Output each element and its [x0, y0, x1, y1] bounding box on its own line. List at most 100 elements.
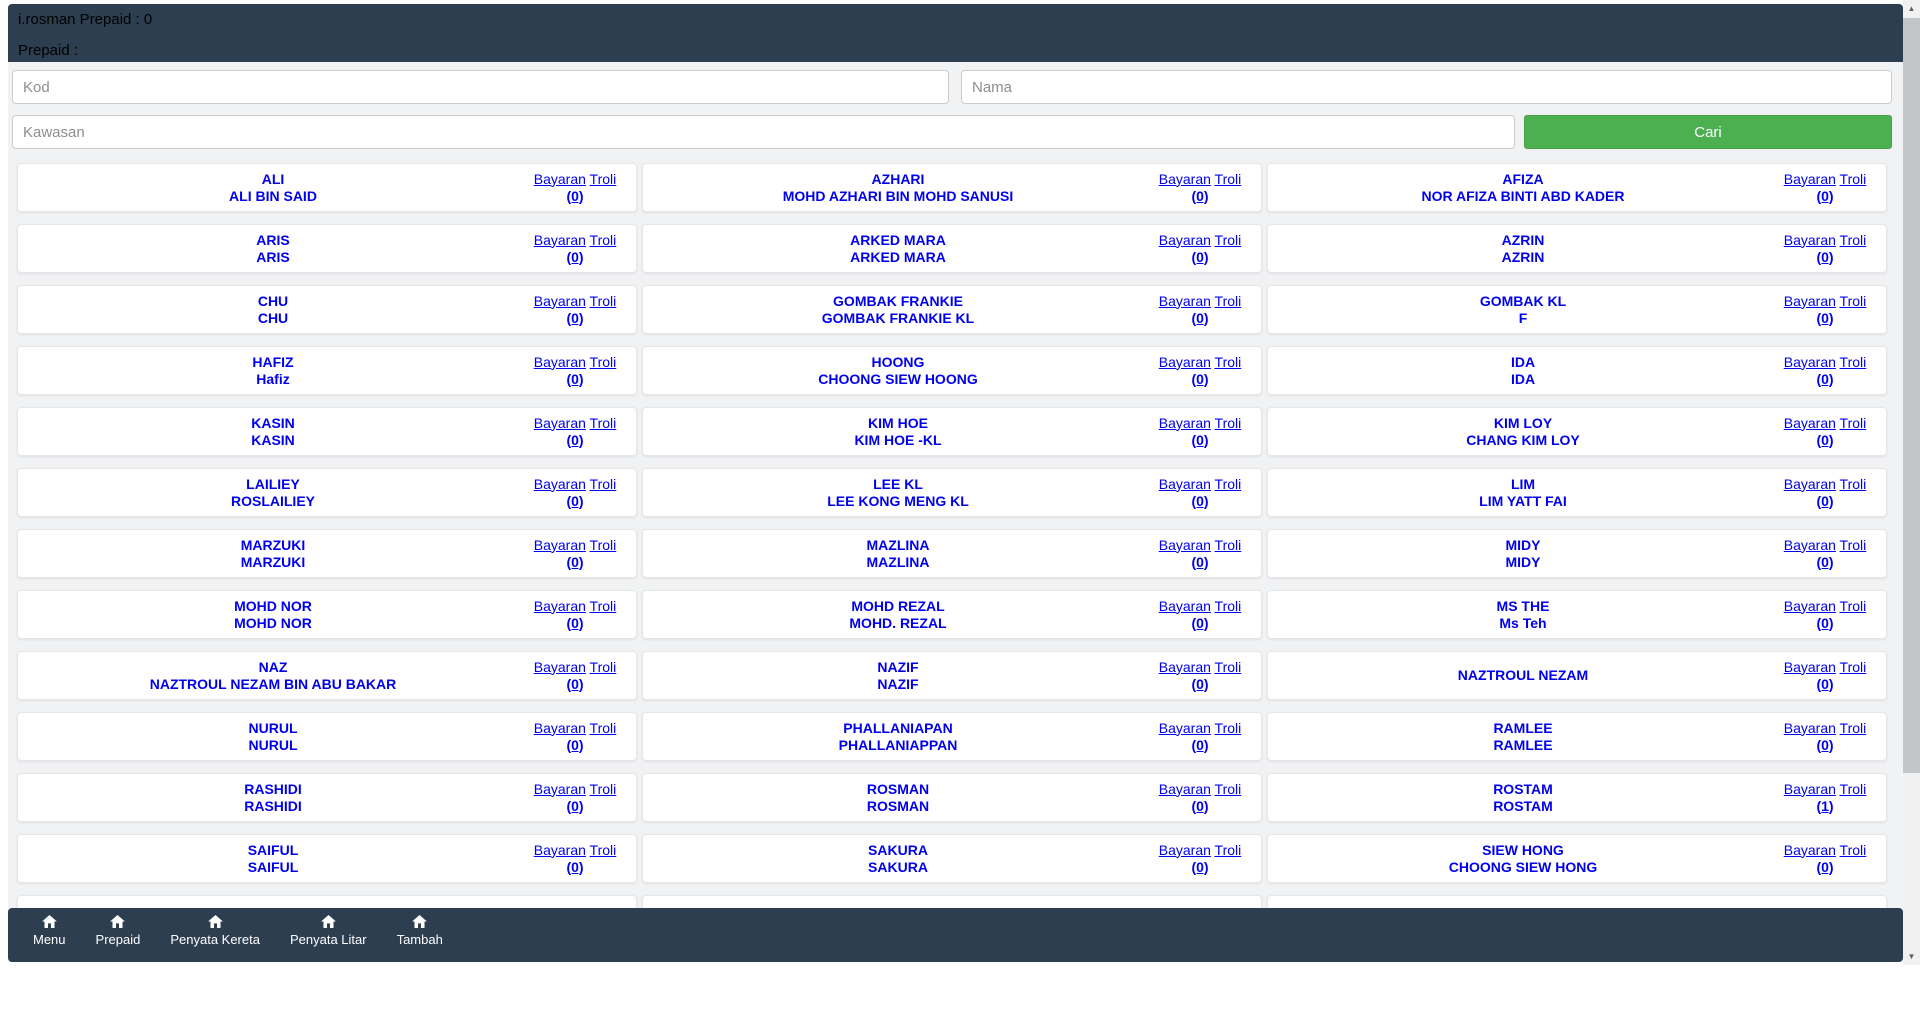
- troli-count-link[interactable]: (0): [566, 187, 584, 204]
- bayaran-link[interactable]: Bayaran: [533, 170, 586, 187]
- troli-link[interactable]: Troli: [1214, 780, 1242, 797]
- troli-link[interactable]: Troli: [1214, 719, 1242, 736]
- bayaran-link[interactable]: Bayaran: [533, 475, 586, 492]
- troli-count-link[interactable]: (0): [1816, 248, 1834, 265]
- troli-count-link[interactable]: (0): [1816, 187, 1834, 204]
- scroll-down-icon[interactable]: ▼: [1903, 948, 1920, 965]
- troli-link[interactable]: Troli: [1214, 841, 1242, 858]
- troli-link[interactable]: Troli: [1839, 414, 1867, 431]
- bayaran-link[interactable]: Bayaran: [533, 414, 586, 431]
- troli-count-link[interactable]: (0): [1816, 370, 1834, 387]
- troli-count-link[interactable]: (0): [566, 797, 584, 814]
- troli-count-link[interactable]: (0): [1816, 614, 1834, 631]
- bayaran-link[interactable]: Bayaran: [1783, 231, 1836, 248]
- troli-count-link[interactable]: (0): [1816, 675, 1834, 692]
- troli-link[interactable]: Troli: [1839, 658, 1867, 675]
- troli-count-link[interactable]: (0): [1191, 797, 1209, 814]
- bayaran-link[interactable]: Bayaran: [533, 780, 586, 797]
- bayaran-link[interactable]: Bayaran: [1158, 414, 1211, 431]
- scrollbar-thumb[interactable]: [1903, 18, 1920, 773]
- troli-count-link[interactable]: (0): [1816, 492, 1834, 509]
- nav-item-prepaid[interactable]: Prepaid: [81, 915, 156, 947]
- bayaran-link[interactable]: Bayaran: [1783, 414, 1836, 431]
- nav-item-menu[interactable]: Menu: [18, 915, 81, 947]
- nama-input[interactable]: [961, 70, 1892, 104]
- troli-link[interactable]: Troli: [1839, 536, 1867, 553]
- bayaran-link[interactable]: Bayaran: [1158, 170, 1211, 187]
- troli-link[interactable]: Troli: [589, 658, 617, 675]
- troli-count-link[interactable]: (0): [566, 309, 584, 326]
- troli-link[interactable]: Troli: [589, 475, 617, 492]
- troli-count-link[interactable]: (0): [1191, 370, 1209, 387]
- bayaran-link[interactable]: Bayaran: [533, 353, 586, 370]
- bayaran-link[interactable]: Bayaran: [533, 658, 586, 675]
- troli-count-link[interactable]: (0): [1816, 553, 1834, 570]
- bayaran-link[interactable]: Bayaran: [1783, 536, 1836, 553]
- bayaran-link[interactable]: Bayaran: [1158, 231, 1211, 248]
- troli-link[interactable]: Troli: [589, 597, 617, 614]
- troli-link[interactable]: Troli: [1839, 597, 1867, 614]
- troli-count-link[interactable]: (0): [566, 614, 584, 631]
- bayaran-link[interactable]: Bayaran: [1158, 597, 1211, 614]
- nav-item-penyata-kereta[interactable]: Penyata Kereta: [155, 915, 275, 947]
- bayaran-link[interactable]: Bayaran: [1783, 475, 1836, 492]
- bayaran-link[interactable]: Bayaran: [1158, 719, 1211, 736]
- bayaran-link[interactable]: Bayaran: [1158, 658, 1211, 675]
- troli-count-link[interactable]: (0): [566, 675, 584, 692]
- troli-count-link[interactable]: (1): [1816, 797, 1834, 814]
- troli-count-link[interactable]: (0): [1816, 309, 1834, 326]
- troli-link[interactable]: Troli: [589, 536, 617, 553]
- bayaran-link[interactable]: Bayaran: [533, 719, 586, 736]
- troli-link[interactable]: Troli: [1214, 231, 1242, 248]
- bayaran-link[interactable]: Bayaran: [1783, 719, 1836, 736]
- bayaran-link[interactable]: Bayaran: [1158, 475, 1211, 492]
- troli-link[interactable]: Troli: [1839, 231, 1867, 248]
- bayaran-link[interactable]: Bayaran: [1158, 841, 1211, 858]
- troli-count-link[interactable]: (0): [566, 736, 584, 753]
- bayaran-link[interactable]: Bayaran: [533, 292, 586, 309]
- bayaran-link[interactable]: Bayaran: [1783, 841, 1836, 858]
- troli-count-link[interactable]: (0): [1191, 309, 1209, 326]
- bayaran-link[interactable]: Bayaran: [1783, 292, 1836, 309]
- troli-link[interactable]: Troli: [1214, 597, 1242, 614]
- troli-count-link[interactable]: (0): [566, 492, 584, 509]
- troli-count-link[interactable]: (0): [566, 370, 584, 387]
- bayaran-link[interactable]: Bayaran: [1783, 170, 1836, 187]
- troli-link[interactable]: Troli: [1214, 292, 1242, 309]
- troli-link[interactable]: Troli: [589, 170, 617, 187]
- vertical-scrollbar[interactable]: ▲ ▼: [1903, 0, 1920, 965]
- troli-count-link[interactable]: (0): [566, 431, 584, 448]
- bayaran-link[interactable]: Bayaran: [1783, 658, 1836, 675]
- troli-count-link[interactable]: (0): [1191, 187, 1209, 204]
- bayaran-link[interactable]: Bayaran: [533, 231, 586, 248]
- bayaran-link[interactable]: Bayaran: [1158, 536, 1211, 553]
- troli-count-link[interactable]: (0): [1191, 675, 1209, 692]
- troli-link[interactable]: Troli: [589, 353, 617, 370]
- troli-link[interactable]: Troli: [1214, 353, 1242, 370]
- kawasan-input[interactable]: [12, 115, 1515, 149]
- troli-link[interactable]: Troli: [1839, 292, 1867, 309]
- troli-link[interactable]: Troli: [1839, 780, 1867, 797]
- troli-count-link[interactable]: (0): [1191, 736, 1209, 753]
- troli-count-link[interactable]: (0): [1191, 492, 1209, 509]
- troli-link[interactable]: Troli: [1839, 170, 1867, 187]
- troli-count-link[interactable]: (0): [566, 858, 584, 875]
- nav-item-tambah[interactable]: Tambah: [382, 915, 458, 947]
- troli-count-link[interactable]: (0): [1191, 248, 1209, 265]
- bayaran-link[interactable]: Bayaran: [533, 597, 586, 614]
- kod-input[interactable]: [12, 70, 949, 104]
- troli-link[interactable]: Troli: [589, 841, 617, 858]
- cari-button[interactable]: Cari: [1524, 115, 1892, 149]
- bayaran-link[interactable]: Bayaran: [1158, 353, 1211, 370]
- troli-count-link[interactable]: (0): [566, 248, 584, 265]
- bayaran-link[interactable]: Bayaran: [1783, 780, 1836, 797]
- troli-count-link[interactable]: (0): [1191, 614, 1209, 631]
- troli-count-link[interactable]: (0): [566, 553, 584, 570]
- troli-link[interactable]: Troli: [589, 292, 617, 309]
- troli-link[interactable]: Troli: [589, 719, 617, 736]
- troli-link[interactable]: Troli: [1214, 475, 1242, 492]
- bayaran-link[interactable]: Bayaran: [1783, 597, 1836, 614]
- troli-link[interactable]: Troli: [1839, 841, 1867, 858]
- troli-link[interactable]: Troli: [1214, 658, 1242, 675]
- nav-item-penyata-litar[interactable]: Penyata Litar: [275, 915, 382, 947]
